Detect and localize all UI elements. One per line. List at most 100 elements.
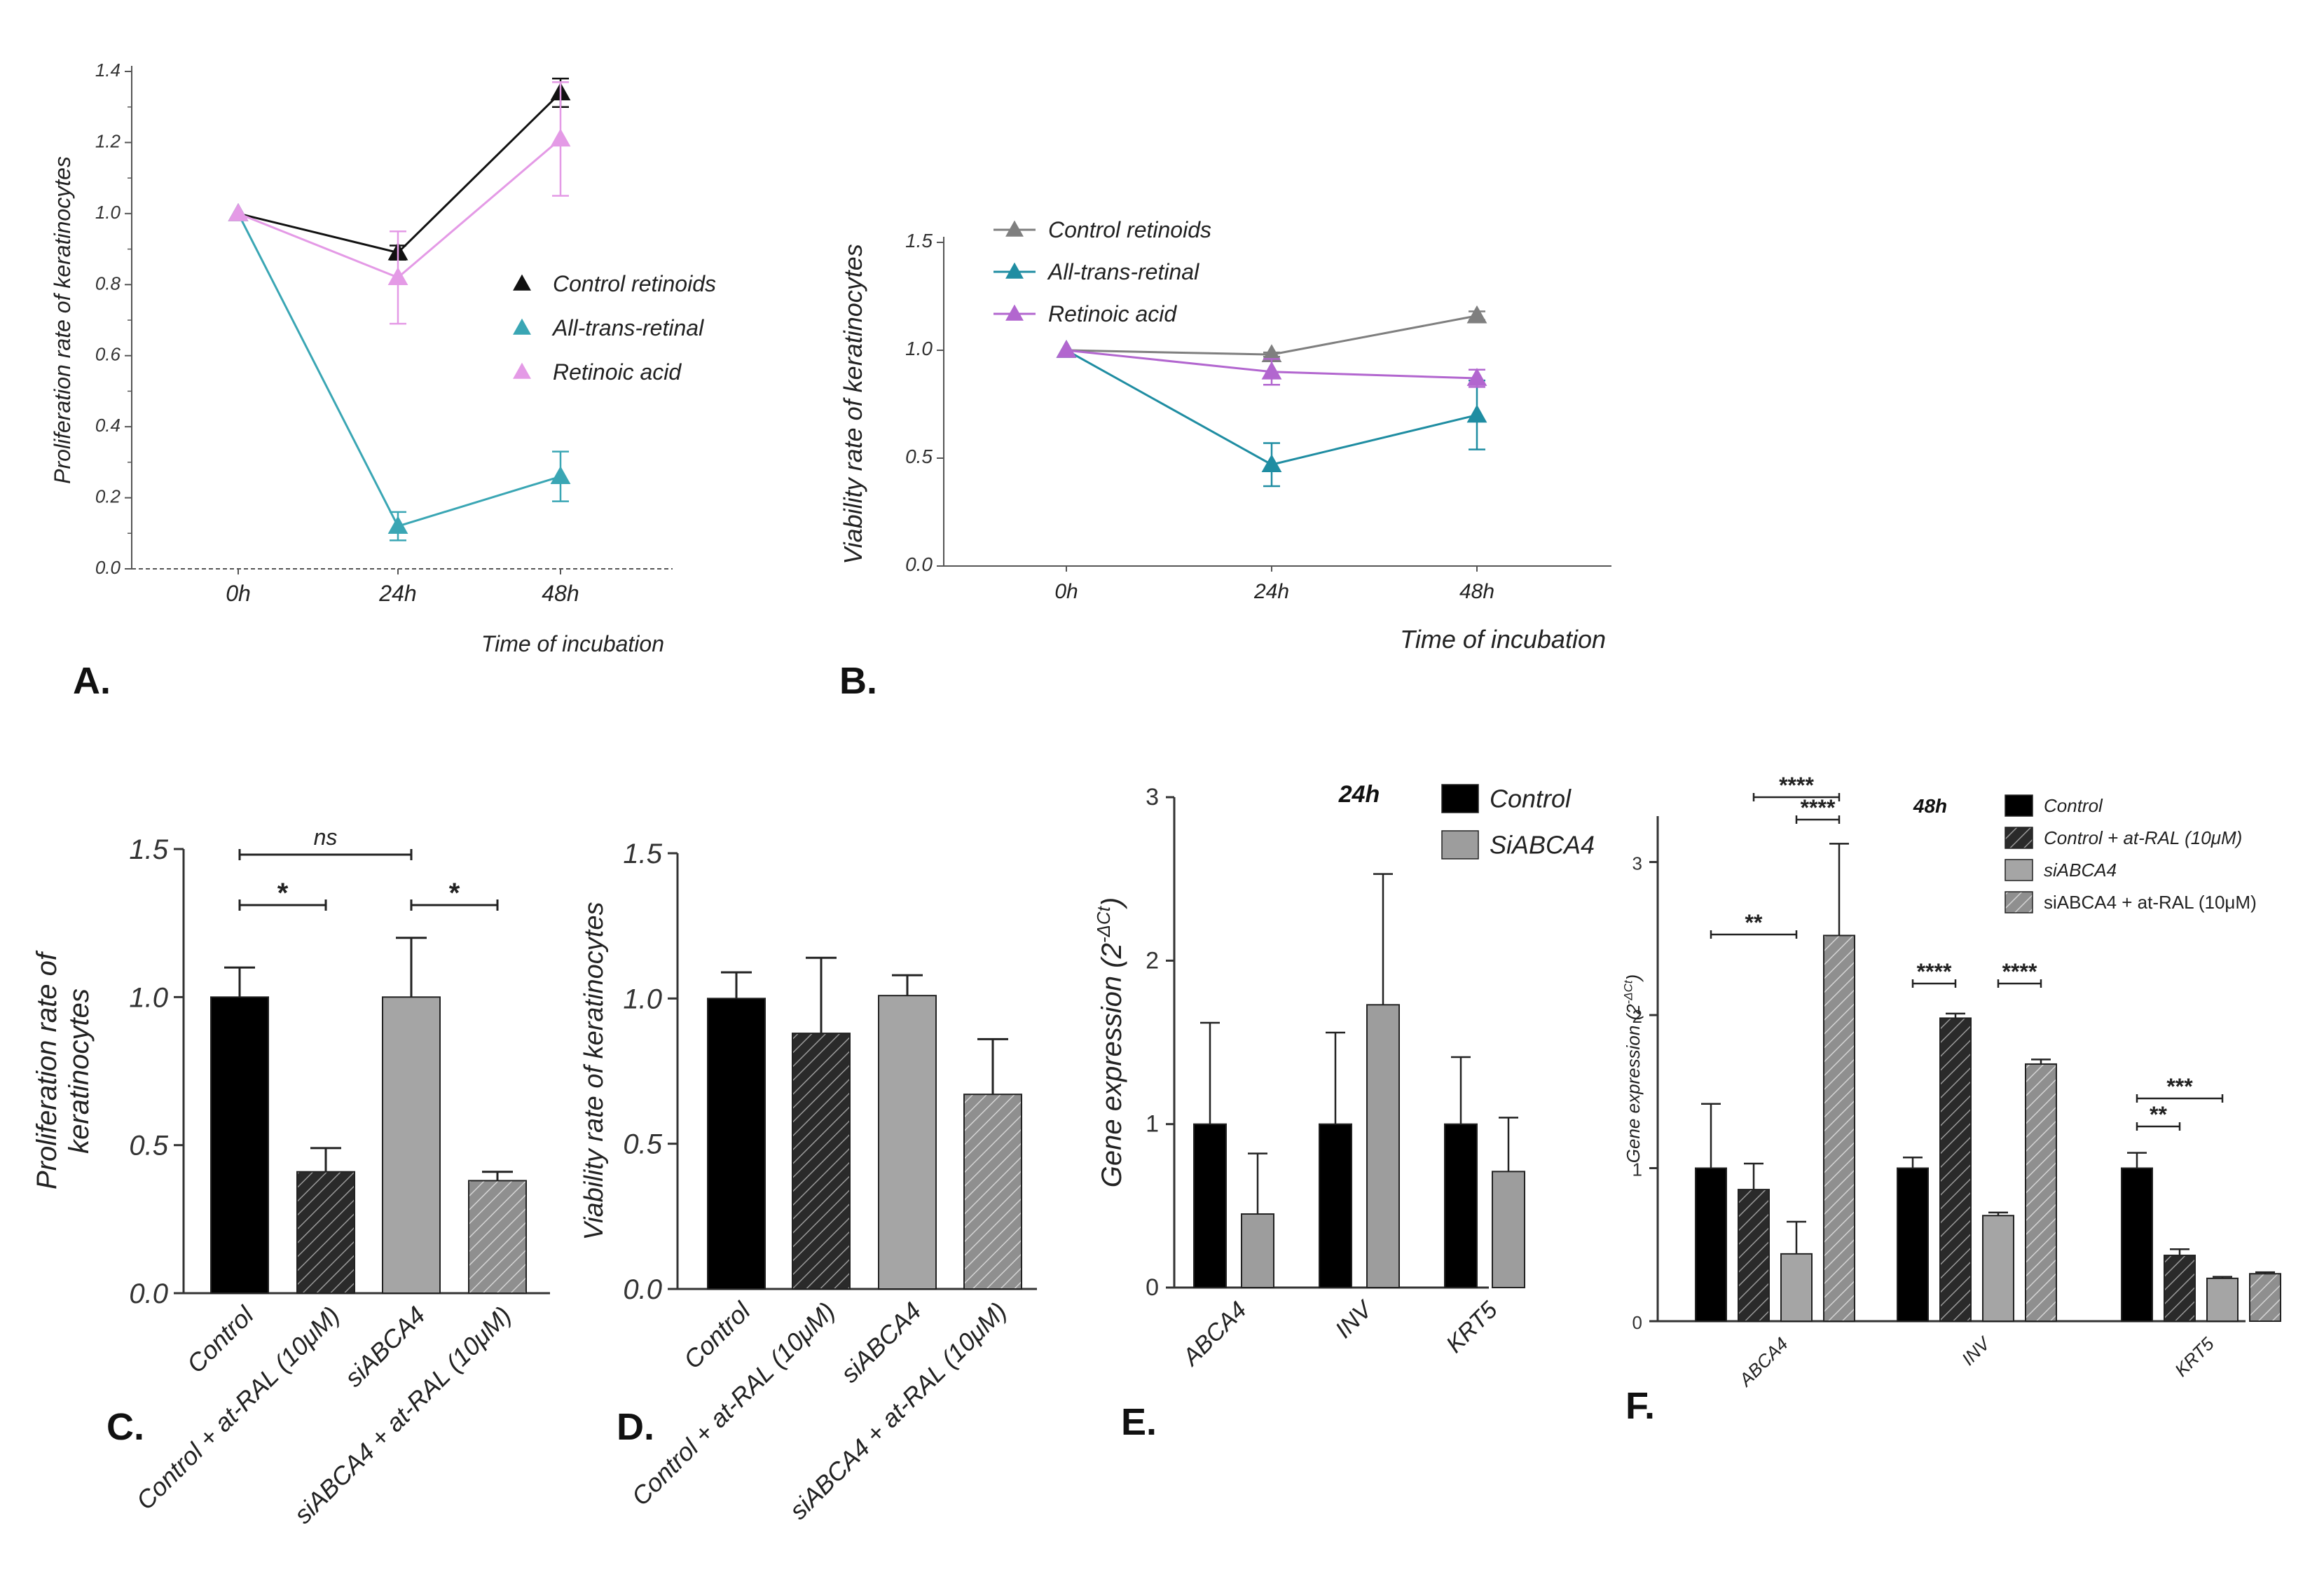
significance-label: **** bbox=[1801, 795, 1836, 820]
legend-swatch bbox=[2005, 794, 2033, 817]
legend-marker bbox=[513, 274, 531, 291]
panel-a-line-chart: 0.0 0.2 0.4 0.6 0.8 1.0 1.2 1.4 0h 24h 48h Time of … bbox=[50, 60, 716, 702]
legend-label: Retinoic acid bbox=[553, 359, 682, 385]
data-point-marker bbox=[550, 466, 571, 484]
x-tick-label: KRT5 bbox=[2171, 1333, 2218, 1381]
x-tick-label: siABCA4 bbox=[835, 1297, 927, 1388]
y-tick-label: 0.6 bbox=[95, 344, 121, 365]
significance-label: ns bbox=[314, 825, 338, 850]
bar bbox=[210, 996, 269, 1295]
bar bbox=[1193, 1123, 1227, 1288]
legend-label: siABCA4 + at-RAL (10μM) bbox=[2044, 892, 2257, 913]
significance-label: ** bbox=[2150, 1102, 2167, 1127]
legend-marker bbox=[513, 362, 531, 379]
bar bbox=[2249, 1273, 2281, 1322]
data-point-marker bbox=[387, 267, 408, 285]
x-tick-label: 48h bbox=[542, 581, 579, 606]
y-tick-label: 1.5 bbox=[129, 834, 168, 865]
y-tick-label: 0.0 bbox=[129, 1278, 168, 1309]
bar bbox=[468, 1180, 527, 1295]
x-tick-label: INV bbox=[1331, 1295, 1379, 1343]
data-point-marker bbox=[1261, 361, 1282, 380]
legend-marker bbox=[1005, 304, 1024, 321]
significance-label: **** bbox=[1917, 959, 1952, 984]
x-tick-label: INV bbox=[1958, 1332, 1995, 1370]
bar bbox=[878, 995, 937, 1290]
y-tick-label: 0.5 bbox=[905, 446, 933, 467]
bar bbox=[1738, 1189, 1770, 1322]
legend-label: Control retinoids bbox=[1048, 217, 1211, 242]
legend-label: Retinoic acid bbox=[1048, 301, 1177, 326]
legend-label: SiABCA4 bbox=[1490, 831, 1595, 860]
data-point-marker bbox=[1261, 344, 1282, 362]
data-point-marker bbox=[1466, 368, 1487, 386]
x-tick-label: 24h bbox=[1253, 580, 1289, 603]
panel-letter: F. bbox=[1625, 1385, 1655, 1427]
y-tick-label: 0.5 bbox=[129, 1131, 168, 1161]
data-point-marker bbox=[1056, 340, 1077, 358]
data-point-marker bbox=[550, 128, 571, 147]
y-axis-title: Viability rate of keratinocytes bbox=[839, 244, 867, 565]
y-axis-title: Gene expression (2-ΔCt) bbox=[1622, 974, 1644, 1163]
bar bbox=[1823, 935, 1855, 1323]
y-tick-label: 1 bbox=[1146, 1111, 1159, 1138]
chart-panels: 0.0 0.2 0.4 0.6 0.8 1.0 1.2 1.4 0h 24h 48h Time of … bbox=[32, 60, 2281, 1529]
bar bbox=[1319, 1123, 1352, 1288]
y-tick-label: 1.2 bbox=[95, 130, 121, 151]
significance-label: **** bbox=[1779, 773, 1814, 798]
data-point-marker bbox=[387, 516, 408, 534]
legend-label: Control + at-RAL (10μM) bbox=[2044, 827, 2242, 848]
y-tick-label: 1.5 bbox=[623, 839, 662, 869]
panel-letter: A. bbox=[73, 660, 111, 702]
bar bbox=[2164, 1255, 2196, 1322]
significance-label: **** bbox=[2002, 959, 2037, 984]
y-tick-label: 0.0 bbox=[905, 553, 933, 575]
x-tick-label: 0h bbox=[1054, 580, 1078, 603]
x-tick-label: Control bbox=[181, 1300, 260, 1379]
bar bbox=[2025, 1063, 2057, 1322]
chart-title: 24h bbox=[1338, 781, 1380, 808]
y-tick-label: 0.0 bbox=[623, 1274, 662, 1305]
bar bbox=[1492, 1171, 1525, 1289]
panel-e-grouped-bar-chart: 0 1 2 3 ABCA4 INV KRT5 Gene expression (2-ΔCt) 2… bbox=[1093, 781, 1595, 1443]
legend-label: Control retinoids bbox=[553, 271, 716, 296]
x-tick-label: 0h bbox=[226, 581, 251, 606]
bar bbox=[1982, 1215, 2014, 1323]
panel-b-line-chart: 0.0 0.5 1.0 1.5 0h 24h 48h Time of incubation Vi… bbox=[839, 217, 1611, 702]
y-tick-label: 2 bbox=[1632, 1006, 1642, 1027]
y-tick-label: 3 bbox=[1146, 784, 1159, 811]
y-axis-title: Proliferation rate of keratinocytes bbox=[50, 156, 75, 484]
x-axis-title: Time of incubation bbox=[481, 631, 664, 656]
x-tick-label: 24h bbox=[378, 581, 416, 606]
bar bbox=[1241, 1213, 1274, 1288]
data-point-marker bbox=[1261, 454, 1282, 473]
y-tick-label: 0.4 bbox=[95, 415, 121, 436]
bar bbox=[1780, 1253, 1813, 1323]
x-axis-title: Time of incubation bbox=[1400, 625, 1606, 654]
legend-label: All-trans-retinal bbox=[551, 315, 704, 340]
y-axis-title: Gene expression (2-ΔCt) bbox=[1093, 897, 1127, 1188]
data-point-marker bbox=[1466, 404, 1487, 423]
bar bbox=[707, 998, 766, 1290]
panel-letter: C. bbox=[106, 1406, 144, 1448]
y-tick-label: 0 bbox=[1632, 1312, 1642, 1333]
bar bbox=[1366, 1004, 1400, 1289]
y-tick-label: 0.8 bbox=[95, 273, 121, 294]
bar bbox=[1444, 1123, 1478, 1288]
legend-label: Control bbox=[2044, 795, 2103, 816]
panel-letter: E. bbox=[1121, 1401, 1157, 1443]
x-tick-label: 48h bbox=[1459, 580, 1494, 603]
y-tick-label: 0.2 bbox=[95, 486, 121, 507]
data-point-marker bbox=[1466, 305, 1487, 324]
y-tick-label: 3 bbox=[1632, 853, 1642, 874]
legend-swatch bbox=[2005, 827, 2033, 849]
y-axis-title: keratinocytes bbox=[64, 988, 95, 1154]
y-tick-label: 1.0 bbox=[905, 338, 933, 359]
y-axis-title: Viability rate of keratinocytes bbox=[579, 902, 609, 1241]
bar bbox=[1695, 1167, 1727, 1322]
y-tick-label: 1.4 bbox=[95, 60, 121, 81]
legend-swatch bbox=[2005, 891, 2033, 913]
x-tick-label: ABCA4 bbox=[1177, 1297, 1252, 1372]
y-tick-label: 0.5 bbox=[623, 1129, 662, 1160]
